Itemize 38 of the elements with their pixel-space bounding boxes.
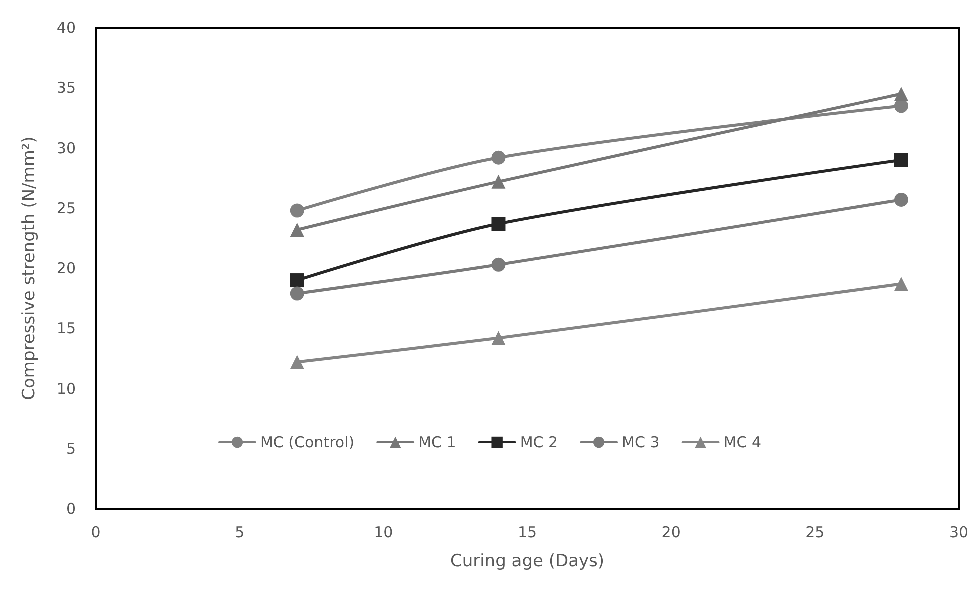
point bbox=[290, 223, 304, 238]
y-tick-label: 25 bbox=[56, 199, 76, 218]
legend-label: MC 3 bbox=[622, 434, 660, 452]
y-tick-label: 10 bbox=[56, 380, 76, 398]
point bbox=[492, 217, 506, 232]
point bbox=[290, 355, 304, 370]
point bbox=[894, 192, 908, 207]
x-tick-label: 15 bbox=[518, 524, 538, 542]
point bbox=[894, 87, 908, 102]
y-tick-label: 15 bbox=[56, 320, 76, 338]
x-tick-label: 0 bbox=[91, 524, 101, 542]
legend-label: MC 4 bbox=[724, 434, 762, 452]
point bbox=[290, 204, 304, 218]
x-tick-label: 20 bbox=[662, 524, 681, 542]
x-tick-label: 10 bbox=[374, 524, 394, 542]
y-tick-label: 5 bbox=[66, 440, 76, 458]
x-axis-title: Curing age (Days) bbox=[450, 552, 605, 572]
y-tick-label: 35 bbox=[56, 79, 76, 98]
legend-label: MC (Control) bbox=[260, 434, 355, 452]
legend-label: MC 1 bbox=[418, 434, 456, 452]
legend-label: MC 2 bbox=[520, 434, 558, 452]
point bbox=[290, 286, 304, 301]
point bbox=[894, 153, 908, 168]
point bbox=[492, 174, 506, 189]
x-tick-label: 25 bbox=[806, 524, 825, 542]
point bbox=[290, 274, 304, 288]
y-tick-label: 40 bbox=[56, 19, 76, 37]
point bbox=[894, 99, 908, 114]
x-tick-label: 30 bbox=[949, 524, 969, 542]
x-tick-label: 5 bbox=[235, 524, 245, 542]
y-tick-label: 0 bbox=[66, 500, 76, 518]
y-axis-title: Compressive strength (N/mm²) bbox=[20, 136, 40, 400]
y-tick-label: 30 bbox=[56, 139, 76, 158]
y-tick-label: 20 bbox=[56, 260, 76, 278]
point bbox=[492, 331, 506, 346]
point bbox=[492, 258, 506, 272]
point bbox=[894, 277, 908, 292]
point bbox=[492, 150, 506, 165]
